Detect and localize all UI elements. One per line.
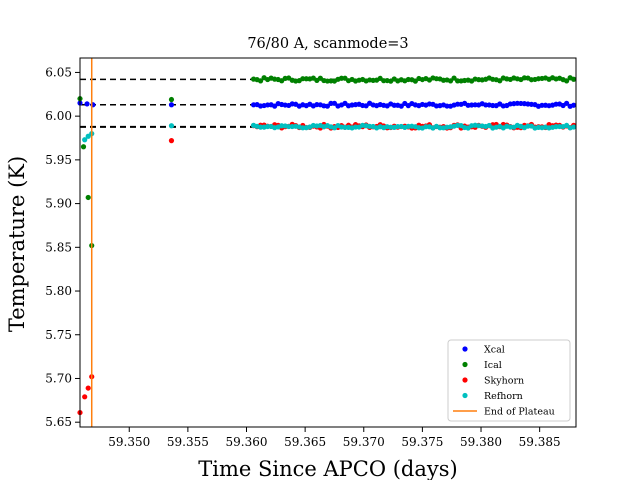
- point-ical: [80, 144, 87, 150]
- y-tick-label: 5.75: [45, 328, 72, 342]
- x-axis-label: Time Since APCO (days): [198, 457, 457, 480]
- legend-frame: [447, 339, 571, 422]
- point-xcal: [84, 101, 90, 107]
- legend-marker-xcal: [462, 346, 468, 352]
- point-ical: [447, 78, 454, 84]
- point-refhorn: [82, 137, 88, 143]
- x-tick-label: 59.370: [343, 435, 385, 449]
- legend-label-refhorn: Refhorn: [484, 391, 523, 402]
- x-tick-label: 59.375: [401, 435, 443, 449]
- y-axis-label: Temperature (K): [5, 156, 29, 332]
- point-ical: [564, 78, 570, 84]
- point-refhorn: [168, 123, 175, 129]
- point-ical: [497, 78, 503, 84]
- y-tick-label: 5.95: [45, 153, 72, 167]
- x-tick-label: 59.380: [460, 435, 502, 449]
- legend: Xcal Ical Skyhorn Refhorn End of Plateau: [447, 339, 571, 422]
- chart-title: 76/80 A, scanmode=3: [247, 36, 408, 52]
- y-tick-label: 5.70: [45, 371, 72, 385]
- x-tick-label: 59.360: [226, 435, 268, 449]
- x-axis: 59.350 59.355 59.360 59.365 59.370 59.375 59.3…: [108, 427, 561, 449]
- legend-label-end-of-plateau: End of Plateau: [484, 407, 555, 418]
- x-tick-label: 59.365: [284, 435, 326, 449]
- legend-label-xcal: Xcal: [484, 345, 505, 356]
- point-ical: [571, 76, 577, 82]
- y-tick-label: 5.80: [45, 284, 72, 298]
- point-skyhorn: [82, 394, 88, 400]
- point-ical: [257, 78, 264, 84]
- y-tick-label: 5.85: [45, 240, 72, 254]
- y-tick-label: 5.65: [45, 415, 72, 429]
- y-axis: 5.65 5.70 5.75 5.80 5.85 5.90 5.95 6.00 6.05: [45, 65, 80, 429]
- point-xcal: [331, 100, 338, 106]
- point-refhorn: [571, 124, 577, 130]
- y-tick-label: 5.90: [45, 197, 72, 211]
- x-tick-label: 59.385: [519, 435, 561, 449]
- point-xcal: [398, 103, 404, 109]
- legend-label-ical: Ical: [484, 360, 502, 371]
- y-tick-label: 6.05: [45, 65, 72, 79]
- point-ical: [85, 194, 91, 201]
- legend-marker-refhorn: [462, 392, 468, 399]
- point-ical: [168, 96, 175, 103]
- point-skyhorn: [85, 385, 91, 391]
- point-ical: [451, 75, 457, 81]
- point-xcal: [571, 102, 577, 108]
- data-points: [77, 75, 577, 416]
- point-skyhorn: [168, 138, 175, 144]
- point-xcal: [168, 102, 175, 108]
- plot-area: [77, 57, 577, 428]
- x-tick-label: 59.355: [167, 435, 209, 449]
- x-tick-label: 59.350: [108, 435, 150, 449]
- point-xcal: [324, 103, 331, 109]
- legend-marker-skyhorn: [462, 377, 468, 383]
- y-tick-label: 6.00: [45, 109, 72, 123]
- legend-label-skyhorn: Skyhorn: [484, 376, 524, 387]
- legend-marker-ical: [462, 361, 468, 368]
- point-xcal: [564, 100, 570, 106]
- plot-frame: [79, 57, 577, 428]
